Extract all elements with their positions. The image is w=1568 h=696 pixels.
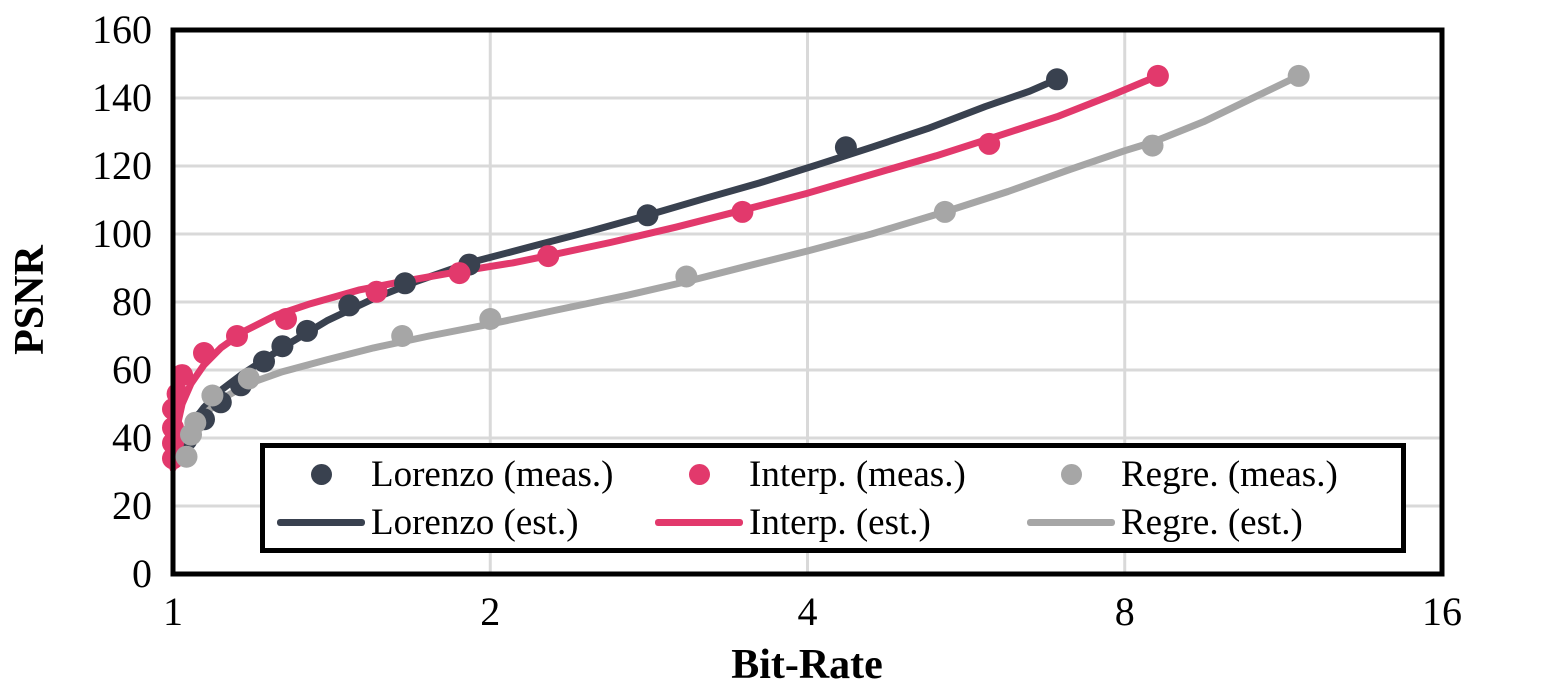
data-point-regre-meas (479, 308, 502, 330)
plot-border (170, 27, 1445, 577)
legend-label: Lorenzo (meas.) (371, 453, 614, 495)
data-point-regre-meas (237, 367, 260, 390)
data-point-interp-meas (537, 245, 560, 268)
data-point-interp-meas (166, 382, 189, 405)
data-point-lorenzo-meas (834, 136, 857, 159)
data-point-lorenzo-meas (338, 294, 361, 317)
data-point-regre-meas (675, 265, 698, 288)
x-axis-title: Bit-Rate (731, 642, 883, 688)
legend-line-marker (277, 518, 365, 526)
series-line-regre-est (178, 72, 1303, 466)
y-tick-label: 40 (112, 415, 152, 460)
x-tick-label: 8 (1114, 589, 1135, 634)
y-tick-label: 0 (132, 551, 152, 596)
data-point-regre-meas (1287, 64, 1310, 87)
data-point-regre-meas (184, 411, 207, 434)
legend-item-interp-est: Interp. (est.) (655, 500, 1027, 544)
data-point-interp-meas (275, 308, 297, 330)
y-tick-label: 160 (92, 7, 152, 52)
x-tick-label: 1 (163, 589, 183, 634)
data-point-interp-meas (978, 132, 1001, 155)
data-point-lorenzo-meas (1046, 68, 1068, 91)
data-point-interp-meas (226, 325, 248, 347)
y-tick-label: 60 (112, 347, 152, 392)
data-point-lorenzo-meas (296, 319, 318, 342)
legend-dot-marker (277, 463, 365, 485)
data-point-lorenzo-meas (271, 335, 294, 358)
legend-label: Regre. (est.) (1121, 501, 1303, 543)
data-point-lorenzo-meas (253, 350, 275, 373)
data-point-interp-meas (448, 262, 471, 285)
legend-item-lorenzo-meas: Lorenzo (meas.) (277, 452, 655, 496)
data-point-interp-meas (365, 280, 388, 303)
legend-label: Interp. (meas.) (749, 453, 966, 495)
x-tick-label: 4 (797, 589, 818, 634)
legend-label: Regre. (meas.) (1121, 453, 1338, 495)
legend-dot-marker (655, 463, 743, 485)
y-tick-label: 140 (92, 75, 152, 120)
legend-item-regre-est: Regre. (est.) (1027, 500, 1401, 544)
legend-line-marker (1027, 518, 1115, 526)
data-point-interp-meas (731, 200, 754, 223)
y-tick-label: 100 (92, 211, 152, 256)
data-point-regre-meas (933, 200, 956, 223)
data-point-interp-meas (171, 364, 194, 387)
data-point-regre-meas (175, 445, 198, 468)
legend-label: Lorenzo (est.) (371, 501, 579, 543)
data-point-regre-meas (391, 325, 414, 347)
legend: Lorenzo (meas.) Interp. (meas.) Regre. (me… (260, 443, 1406, 553)
data-point-lorenzo-meas (394, 272, 416, 295)
y-tick-label: 120 (92, 143, 152, 188)
data-point-regre-meas (201, 384, 224, 407)
legend-item-regre-meas: Regre. (meas.) (1027, 452, 1401, 496)
data-point-interp-meas (193, 342, 215, 364)
legend-item-interp-meas: Interp. (meas.) (655, 452, 1027, 496)
x-tick-label: 16 (1422, 589, 1462, 634)
legend-item-lorenzo-est: Lorenzo (est.) (277, 500, 655, 544)
y-tick-label: 20 (112, 483, 152, 528)
data-point-lorenzo-meas (636, 204, 659, 227)
series-line-interp-est (169, 72, 1162, 473)
legend-dot-marker (1027, 463, 1115, 485)
x-tick-label: 2 (480, 589, 501, 634)
series-line-lorenzo-est (174, 75, 1061, 462)
legend-line-marker (655, 518, 743, 526)
legend-label: Interp. (est.) (749, 501, 931, 543)
data-point-interp-meas (1146, 64, 1169, 87)
data-point-regre-meas (1141, 134, 1164, 157)
y-axis-title: PSNR (7, 245, 53, 355)
y-tick-label: 80 (112, 279, 152, 324)
